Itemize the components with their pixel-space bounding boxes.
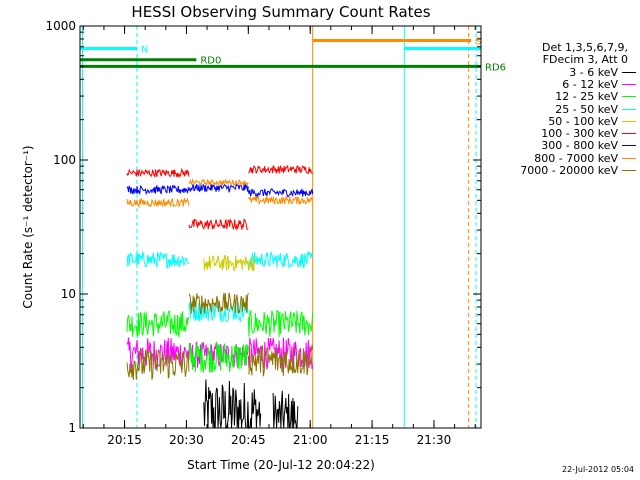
chart-title: HESSI Observing Summary Count Rates	[131, 3, 430, 21]
series-6-segment-1	[188, 183, 249, 193]
legend-swatch	[622, 96, 636, 98]
y-tick-label-0: 1	[68, 421, 76, 435]
series-3	[126, 250, 314, 323]
series-7-segment-2	[247, 195, 314, 206]
legend-entry-label: 300 - 800 keV	[541, 139, 618, 153]
plot-area: N RD0 RD6 S	[80, 26, 506, 430]
flag-label-0: N	[141, 44, 148, 55]
x-tick-label-4: 21:15	[355, 433, 390, 447]
legend-entry-7: 800 - 7000 keV	[488, 151, 638, 165]
series-7-segment-0	[126, 197, 190, 208]
legend-swatch	[622, 71, 636, 73]
x-tick-label-1: 20:30	[169, 433, 204, 447]
legend-entry-label: 25 - 50 keV	[555, 102, 618, 116]
series-2	[126, 309, 314, 373]
x-tick-label-5: 21:30	[417, 433, 452, 447]
series-5-segment-0	[126, 167, 190, 179]
y-tick-label-1: 10	[61, 287, 76, 301]
series-0-segment-1	[272, 390, 299, 430]
legend-swatch	[622, 170, 636, 172]
series-3-segment-0	[126, 250, 190, 269]
series-7	[126, 177, 314, 208]
series-7-segment-1	[188, 177, 249, 187]
series-5-segment-2	[248, 164, 313, 174]
legend-entry-label: 12 - 25 keV	[555, 90, 618, 104]
legend-entry-6: 300 - 800 keV	[488, 139, 638, 153]
y-tick-label-3: 1000	[45, 19, 76, 33]
series-6	[126, 183, 314, 199]
series-4-segment-0	[203, 254, 257, 272]
legend-entry-label: 50 - 100 keV	[548, 114, 618, 128]
legend-entry-0: 3 - 6 keV	[488, 65, 638, 79]
series-2-segment-2	[247, 309, 314, 337]
x-tick-label-3: 21:00	[293, 433, 328, 447]
legend-swatch	[622, 157, 636, 159]
series-6-segment-2	[247, 187, 314, 199]
legend-swatch	[622, 145, 636, 147]
x-axis-label: Start Time (20-Jul-12 20:04:22)	[187, 458, 375, 472]
legend-header-line2: FDecim 3, Att 0	[542, 53, 628, 66]
series-8-segment-1	[188, 292, 249, 315]
legend-swatch	[622, 108, 636, 110]
flag-label-1: RD0	[200, 56, 221, 67]
series-4	[203, 254, 257, 272]
axes: 1 10 100 1000 20:15 20:30 20:45 21:00 21:15 21:30	[45, 19, 482, 447]
series-2-segment-0	[126, 310, 190, 338]
series-2-segment-1	[188, 341, 249, 373]
series-5-segment-1	[188, 218, 249, 231]
series-8	[126, 292, 314, 380]
series-5	[126, 164, 313, 231]
legend-entry-label: 3 - 6 keV	[569, 65, 618, 79]
legend-entry-2: 12 - 25 keV	[488, 90, 638, 104]
x-tick-label-2: 20:45	[231, 433, 266, 447]
legend-entry-3: 25 - 50 keV	[488, 102, 638, 116]
legend-swatch	[622, 83, 636, 85]
series-0-segment-0	[203, 379, 262, 430]
legend-entry-label: 6 - 12 keV	[562, 77, 618, 91]
legend-entry-5: 100 - 300 keV	[488, 127, 638, 141]
legend-swatch	[622, 120, 636, 122]
date-stamp: 22-Jul-2012 05:04	[562, 465, 635, 474]
series-6-segment-0	[126, 184, 190, 196]
series-8-segment-0	[126, 348, 190, 380]
series-8-segment-2	[248, 344, 314, 377]
series-0	[203, 379, 299, 430]
legend-header-line1: Det 1,3,5,6,7,9,	[541, 41, 628, 54]
flag-label-2: RD6	[485, 62, 506, 73]
x-tick-label-0: 20:15	[107, 433, 142, 447]
plot-frame	[79, 25, 482, 429]
legend-entry-8: 7000 - 20000 keV	[488, 164, 638, 178]
series-3-segment-2	[247, 250, 314, 270]
y-tick-label-2: 100	[53, 153, 76, 167]
legend-entry-1: 6 - 12 keV	[488, 77, 638, 91]
flag-label-3: S	[475, 36, 481, 47]
legend-entry-label: 7000 - 20000 keV	[520, 164, 618, 178]
legend-entry-4: 50 - 100 keV	[488, 114, 638, 128]
legend-swatch	[622, 133, 636, 135]
legend-entry-label: 800 - 7000 keV	[534, 151, 618, 165]
legend: Det 1,3,5,6,7,9, FDecim 3, Att 0 3 - 6 k…	[488, 42, 638, 177]
legend-entry-label: 100 - 300 keV	[541, 127, 618, 141]
y-axis-label: Count Rate (s⁻¹ detector⁻¹)	[21, 145, 35, 308]
